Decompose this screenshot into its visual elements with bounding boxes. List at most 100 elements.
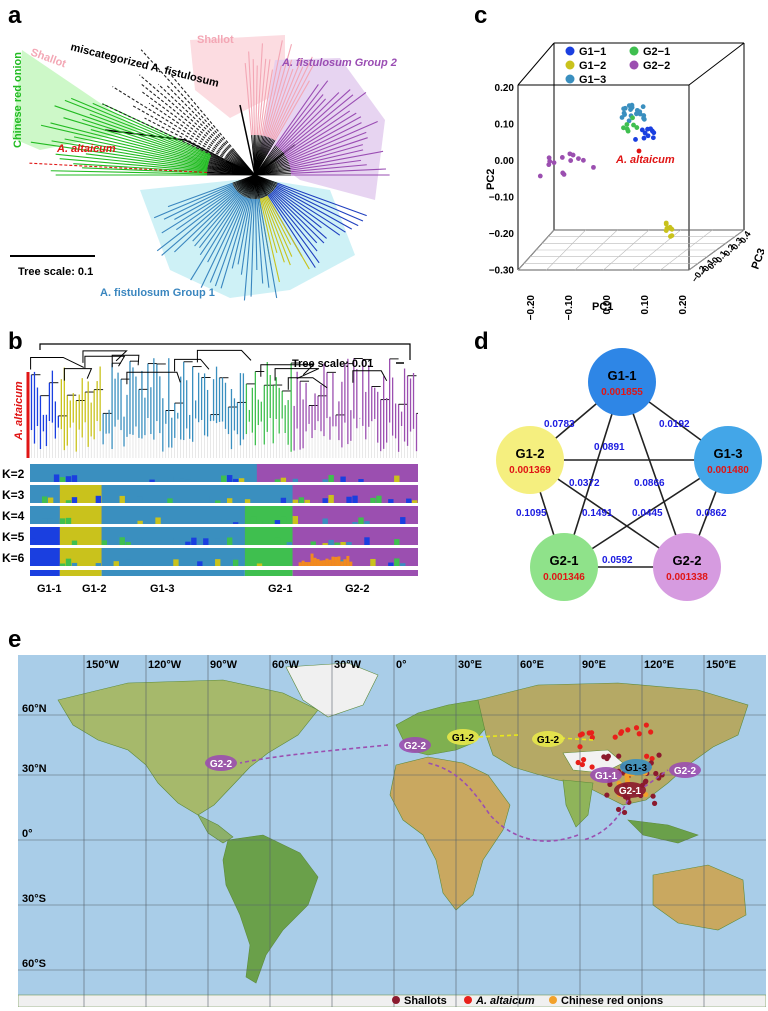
group-bar-segment xyxy=(244,570,293,576)
latitude-label: 60°N xyxy=(22,703,47,715)
admixture-noise xyxy=(304,499,310,503)
pca-point xyxy=(561,172,567,177)
tree-a-leaf xyxy=(268,194,320,264)
tree-a-leaf xyxy=(285,112,357,157)
admixture-noise xyxy=(30,538,36,545)
longitude-label: 60°W xyxy=(272,659,300,671)
admixture-noise xyxy=(352,495,358,503)
admixture-noise xyxy=(388,562,394,566)
shallot-dot xyxy=(650,793,656,799)
longitude-label: 60°E xyxy=(520,659,544,671)
admixture-k6-orange xyxy=(343,559,347,566)
admixture-noise xyxy=(101,521,108,524)
admixture-noise xyxy=(59,477,66,482)
admixture-noise xyxy=(95,495,102,503)
group-label: G1-2 xyxy=(82,583,106,595)
admixture-k6-orange xyxy=(334,556,338,566)
altaicum-dot xyxy=(636,731,642,737)
pca-legend-label: G2−2 xyxy=(643,60,670,72)
network-nodes: G1-1 0.001855 G1-2 0.001369 G1-3 0.001480 G2-1… xyxy=(496,348,762,601)
network-node-value: 0.001480 xyxy=(707,465,749,476)
k-label: K=5 xyxy=(2,530,25,544)
tree-a-leaf xyxy=(161,190,238,256)
structure-panel-b: A. altaicum Tree scale: 0.01 K=2K=3K=4K=… xyxy=(2,343,418,595)
shallot-dot xyxy=(643,778,649,784)
group-bar-segment xyxy=(59,570,102,576)
tree-a-leaf xyxy=(290,164,367,173)
admixture-noise xyxy=(352,522,358,524)
admixture-k6-orange xyxy=(301,560,305,566)
admixture-noise xyxy=(65,500,72,503)
tree-a-leaf xyxy=(142,91,230,157)
pca-point xyxy=(570,152,576,158)
admixture-noise xyxy=(47,518,54,524)
admixture-k6-orange xyxy=(340,561,344,566)
tree-a-leaf xyxy=(163,66,235,151)
tree-a-leaf xyxy=(265,196,292,245)
admixture-segment xyxy=(30,548,60,566)
admixture-noise xyxy=(394,539,400,545)
tree-a-leaf xyxy=(258,58,267,136)
admixture-k6-orange xyxy=(304,562,308,566)
admixture-noise xyxy=(358,479,364,482)
tree-a-leaf xyxy=(214,197,248,287)
group-label: G1-3 xyxy=(150,583,174,595)
tree-a-leaf xyxy=(266,195,310,270)
longitude-label: 120°W xyxy=(148,659,182,671)
admixture-noise xyxy=(358,517,364,524)
shallot-dot xyxy=(615,806,622,813)
longitude-label: 30°E xyxy=(458,659,482,671)
tree-a-leaf xyxy=(148,102,229,158)
tree-a-leaf xyxy=(50,122,209,164)
altaicum-dot xyxy=(633,725,640,731)
tree-a-leaf xyxy=(269,58,303,139)
floor-grid-line xyxy=(688,229,745,271)
latitude-labels: 60°N 30°N 0° 30°S 60°S xyxy=(22,703,47,970)
map-graticule xyxy=(18,655,766,1007)
pc2-tick: −0.30 xyxy=(489,266,515,277)
admixture-noise xyxy=(280,516,287,524)
map-group-label: G1-1 xyxy=(595,771,618,782)
tree-a-leaf xyxy=(276,183,364,222)
tree-a-leaf xyxy=(267,194,316,268)
admixture-noise xyxy=(137,561,143,566)
group-color-bar xyxy=(30,570,418,576)
tree-a-leaf xyxy=(90,129,209,163)
tree-a-leaf xyxy=(174,191,239,253)
tree-a-leaf xyxy=(73,136,209,166)
admixture-noise xyxy=(71,562,78,566)
tree-a-leaf xyxy=(240,198,253,275)
admixture-noise xyxy=(268,500,275,503)
tree-a-leaf xyxy=(174,186,235,220)
tree-a-leaf xyxy=(274,187,346,233)
tree-a-leaf xyxy=(89,113,211,159)
tree-a-leaf xyxy=(198,193,241,249)
tree-a-leaf xyxy=(273,189,322,229)
shallot-dot xyxy=(656,752,662,758)
pc1-tick: −0.20 xyxy=(526,295,537,321)
pca-point xyxy=(568,158,574,163)
admixture-k6-orange xyxy=(337,556,341,566)
altaicum-dot xyxy=(577,732,583,738)
admixture-noise xyxy=(65,476,72,482)
tree-b-clade xyxy=(84,355,126,369)
admixture-noise xyxy=(400,563,406,566)
admixture-separator xyxy=(30,503,418,506)
tree-a-leaf xyxy=(277,182,367,217)
network-node xyxy=(653,533,721,601)
pc2-tick: 0.00 xyxy=(495,156,515,167)
tree-a-leaf xyxy=(131,104,228,160)
admixture-noise xyxy=(47,497,54,503)
tree-a-leaf xyxy=(287,120,378,162)
pca-legend-marker xyxy=(565,46,575,56)
admixture-noise xyxy=(334,542,340,545)
tree-a-leaf xyxy=(256,198,264,284)
admixture-noise xyxy=(226,475,233,482)
pca-legend-marker xyxy=(565,74,575,84)
pca-legend: G1−1 G2−1 G1−2 G2−2 G1−3 xyxy=(565,46,670,86)
tree-a-leaf xyxy=(290,159,362,171)
admixture-noise xyxy=(292,499,299,503)
tree-b-clade xyxy=(82,350,128,363)
admixture-noise xyxy=(101,540,108,545)
admixture-noise xyxy=(125,559,131,566)
